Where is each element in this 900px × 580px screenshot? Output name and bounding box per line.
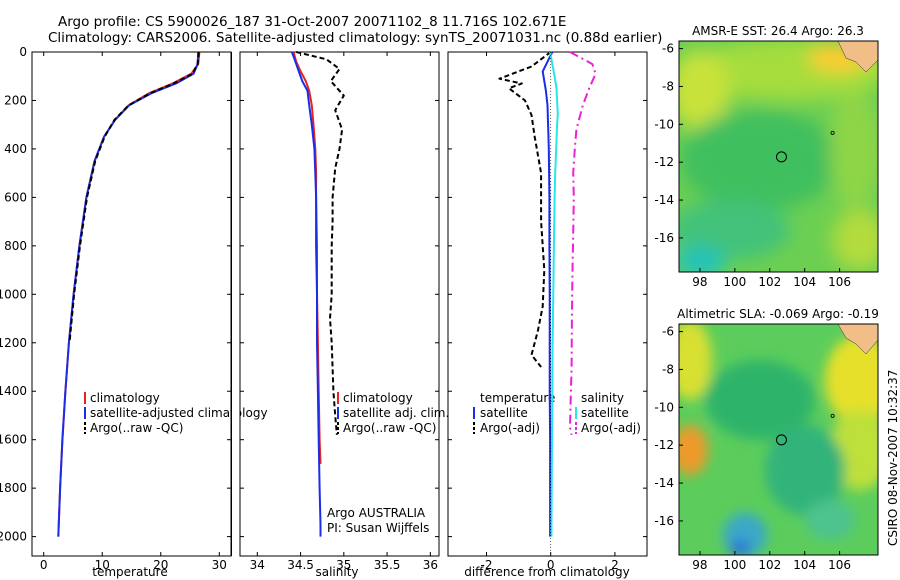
temperature-legend: climatology satellite-adjusted climatolo… <box>84 391 268 435</box>
series-line-satellite-adj-clim <box>290 51 322 537</box>
x-tick-label: 30 <box>212 558 227 572</box>
y-tick-label: 600 <box>4 190 27 204</box>
map-x-tick-label: 98 <box>692 275 707 289</box>
y-tick-label: 2000 <box>0 530 27 544</box>
x-tick-label: 34.5 <box>287 558 314 572</box>
legend-label-argo: Argo(..raw -QC) <box>343 421 436 435</box>
map-x-tick-label: 106 <box>828 558 851 572</box>
sst-map-frame <box>678 40 879 273</box>
salinity-axis-label: salinity <box>315 565 358 579</box>
x-tick-label: 20 <box>153 558 168 572</box>
x-tick-label: -2 <box>481 558 493 572</box>
y-tick-label: 1600 <box>0 433 27 447</box>
difference-axis-label: difference from climatology <box>464 565 630 579</box>
map-x-tick-label: 100 <box>723 558 746 572</box>
legend-label-argo: Argo(..raw -QC) <box>90 421 183 435</box>
figure-title-line2: Climatology: CARS2006. Satellite-adjuste… <box>48 30 663 46</box>
y-tick-label: 400 <box>4 142 27 156</box>
map-x-tick-label: 102 <box>758 558 781 572</box>
map-y-tick-label: -10 <box>654 117 674 131</box>
map-y-tick-label: -6 <box>662 325 674 339</box>
x-tick-label: 35.5 <box>374 558 401 572</box>
legend-label-sal-argo: Argo(-adj) <box>581 421 641 435</box>
legend-salinity-heading: salinity <box>581 391 624 405</box>
legend-label-climatology: climatology <box>90 391 160 405</box>
temperature-axis-label: temperature <box>92 565 167 579</box>
map-x-tick-label: 106 <box>828 275 851 289</box>
map-y-tick-label: -10 <box>654 400 674 414</box>
x-tick-label: 34 <box>250 558 265 572</box>
temperature-plot-frame <box>31 51 232 557</box>
y-tick-label: 1400 <box>0 384 27 398</box>
map-x-tick-label: 104 <box>793 275 816 289</box>
argo-float-position-marker <box>775 151 787 163</box>
island-marker <box>830 413 835 418</box>
map-y-tick-label: -6 <box>662 42 674 56</box>
float-owner-label: Argo AUSTRALIA <box>327 506 426 520</box>
x-tick-label: 35 <box>336 558 351 572</box>
sla-map-field <box>679 324 878 555</box>
y-tick-label: 0 <box>19 45 27 59</box>
difference-legend: temperature satellite Argo(-adj) salinit… <box>473 391 641 435</box>
map-y-tick-label: -8 <box>662 79 674 93</box>
y-tick-label: 1200 <box>0 336 27 350</box>
map-x-tick-label: 104 <box>793 558 816 572</box>
series-line-argo-raw-qc <box>68 51 200 343</box>
chart-marks: 0 10 20 30020040060080010001200140016001800… <box>0 42 851 572</box>
float-pi-label: PI: Susan Wijffels <box>327 521 429 535</box>
island-marker <box>830 130 835 135</box>
y-tick-label: 200 <box>4 93 27 107</box>
series-line-satellite <box>549 51 559 537</box>
map-x-tick-label: 100 <box>723 275 746 289</box>
y-tick-label: 1800 <box>0 481 27 495</box>
legend-label-satellite-adjusted: satellite-adjusted climatology <box>90 406 268 420</box>
map-y-tick-label: -8 <box>662 362 674 376</box>
map-y-tick-label: -16 <box>654 514 674 528</box>
figure-title-line1: Argo profile: CS 5900026_187 31-Oct-2007… <box>58 14 567 30</box>
salinity-legend: climatology satellite adj. clim. Argo(..… <box>327 391 449 535</box>
legend-temperature-heading: temperature <box>480 391 555 405</box>
legend-label-sal-satellite: satellite <box>581 406 629 420</box>
series-line-argo-raw-qc <box>295 51 345 435</box>
map-y-tick-label: -16 <box>654 231 674 245</box>
difference-plot-frame <box>447 51 648 557</box>
legend-label-temp-argo: Argo(-adj) <box>480 421 540 435</box>
map-y-tick-label: -14 <box>654 193 674 207</box>
y-tick-label: 1000 <box>0 287 27 301</box>
series-line-satellite-adjusted-climatology <box>57 51 200 537</box>
x-tick-label: 2 <box>611 558 619 572</box>
sst-map-title: AMSR-E SST: 26.4 Argo: 26.3 <box>692 24 864 38</box>
legend-label-satellite-adj: satellite adj. clim. <box>343 406 449 420</box>
map-x-tick-label: 98 <box>692 558 707 572</box>
map-y-tick-label: -14 <box>654 476 674 490</box>
map-y-tick-label: -12 <box>654 155 674 169</box>
sla-map-title: Altimetric SLA: -0.069 Argo: -0.19 <box>677 307 879 321</box>
legend-label-climatology: climatology <box>343 391 413 405</box>
x-tick-label: 10 <box>95 558 110 572</box>
sla-map-frame <box>678 323 879 556</box>
x-tick-label: 36 <box>423 558 438 572</box>
y-tick-label: 800 <box>4 239 27 253</box>
map-y-tick-label: -12 <box>654 438 674 452</box>
argo-float-position-marker <box>775 434 787 446</box>
series-line-satellite <box>541 51 554 537</box>
salinity-plot-frame <box>239 51 440 557</box>
series-line-argo-adj <box>498 51 552 368</box>
series-line-argo-adj <box>569 51 597 436</box>
legend-overflow-mask <box>231 380 240 440</box>
x-tick-label: 0 <box>547 558 555 572</box>
sst-map-field <box>679 41 878 272</box>
map-x-tick-label: 102 <box>758 275 781 289</box>
x-tick-label: 0 <box>40 558 48 572</box>
legend-label-temp-satellite: satellite <box>480 406 528 420</box>
series-line-climatology <box>57 51 201 537</box>
